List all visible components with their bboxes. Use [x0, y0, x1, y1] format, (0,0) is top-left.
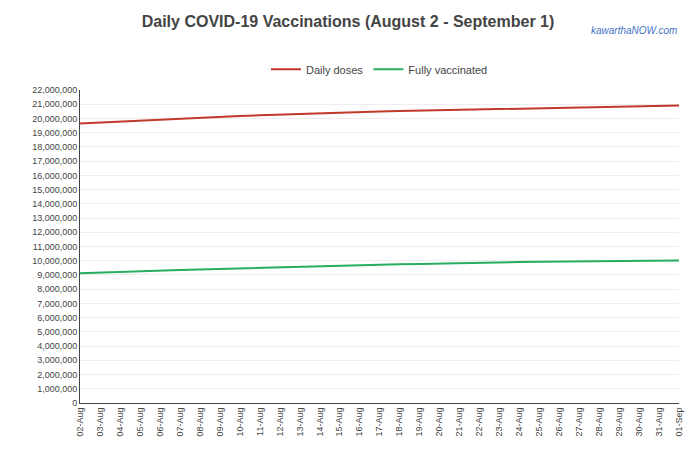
svg-text:Daily COVID-19 Vaccinations (A: Daily COVID-19 Vaccinations (August 2 - … [142, 13, 555, 30]
svg-text:9,000,000: 9,000,000 [37, 270, 77, 280]
svg-text:2,000,000: 2,000,000 [37, 370, 77, 380]
svg-text:15,000,000: 15,000,000 [32, 185, 77, 195]
svg-text:28-Aug: 28-Aug [594, 408, 604, 437]
svg-text:1,000,000: 1,000,000 [37, 384, 77, 394]
svg-text:21,000,000: 21,000,000 [32, 99, 77, 109]
svg-text:14,000,000: 14,000,000 [32, 199, 77, 209]
svg-text:31-Aug: 31-Aug [654, 408, 664, 437]
svg-text:25-Aug: 25-Aug [534, 408, 544, 437]
svg-text:12,000,000: 12,000,000 [32, 227, 77, 237]
svg-text:02-Aug: 02-Aug [75, 408, 85, 437]
svg-text:03-Aug: 03-Aug [95, 408, 105, 437]
svg-text:6,000,000: 6,000,000 [37, 313, 77, 323]
svg-text:08-Aug: 08-Aug [195, 408, 205, 437]
svg-text:18,000,000: 18,000,000 [32, 142, 77, 152]
svg-text:17,000,000: 17,000,000 [32, 156, 77, 166]
svg-text:10,000,000: 10,000,000 [32, 256, 77, 266]
svg-text:09-Aug: 09-Aug [215, 408, 225, 437]
svg-text:3,000,000: 3,000,000 [37, 355, 77, 365]
svg-text:13,000,000: 13,000,000 [32, 213, 77, 223]
svg-text:22,000,000: 22,000,000 [32, 85, 77, 95]
svg-text:24-Aug: 24-Aug [514, 408, 524, 437]
svg-text:22-Aug: 22-Aug [474, 408, 484, 437]
svg-text:7,000,000: 7,000,000 [37, 299, 77, 309]
svg-text:11,000,000: 11,000,000 [33, 242, 77, 252]
svg-text:15-Aug: 15-Aug [334, 408, 344, 437]
svg-text:5,000,000: 5,000,000 [37, 327, 77, 337]
svg-text:10-Aug: 10-Aug [235, 408, 245, 437]
svg-text:19,000,000: 19,000,000 [32, 128, 77, 138]
svg-text:04-Aug: 04-Aug [115, 408, 125, 437]
svg-text:11-Aug: 11-Aug [255, 408, 265, 436]
svg-text:14-Aug: 14-Aug [315, 408, 325, 437]
svg-text:12-Aug: 12-Aug [275, 408, 285, 437]
svg-text:29-Aug: 29-Aug [614, 408, 624, 437]
svg-text:05-Aug: 05-Aug [135, 408, 145, 437]
svg-text:23-Aug: 23-Aug [494, 408, 504, 437]
svg-text:Daily doses: Daily doses [306, 64, 363, 76]
svg-text:8,000,000: 8,000,000 [37, 284, 77, 294]
svg-text:27-Aug: 27-Aug [574, 408, 584, 437]
svg-text:21-Aug: 21-Aug [454, 408, 464, 437]
svg-text:01-Sep: 01-Sep [674, 408, 684, 437]
svg-text:16,000,000: 16,000,000 [32, 171, 77, 181]
svg-text:16-Aug: 16-Aug [354, 408, 364, 437]
svg-text:4,000,000: 4,000,000 [37, 341, 77, 351]
svg-text:13-Aug: 13-Aug [295, 408, 305, 437]
svg-text:26-Aug: 26-Aug [554, 408, 564, 437]
svg-text:Fully vaccinated: Fully vaccinated [408, 64, 487, 76]
svg-text:06-Aug: 06-Aug [155, 408, 165, 437]
svg-text:07-Aug: 07-Aug [175, 408, 185, 437]
svg-text:0: 0 [72, 398, 77, 408]
svg-text:20,000,000: 20,000,000 [32, 114, 77, 124]
svg-text:kawarthaNOW.com: kawarthaNOW.com [591, 25, 677, 36]
svg-text:30-Aug: 30-Aug [634, 408, 644, 437]
svg-text:18-Aug: 18-Aug [394, 408, 404, 437]
svg-text:20-Aug: 20-Aug [434, 408, 444, 437]
svg-text:17-Aug: 17-Aug [374, 408, 384, 437]
svg-text:19-Aug: 19-Aug [414, 408, 424, 437]
